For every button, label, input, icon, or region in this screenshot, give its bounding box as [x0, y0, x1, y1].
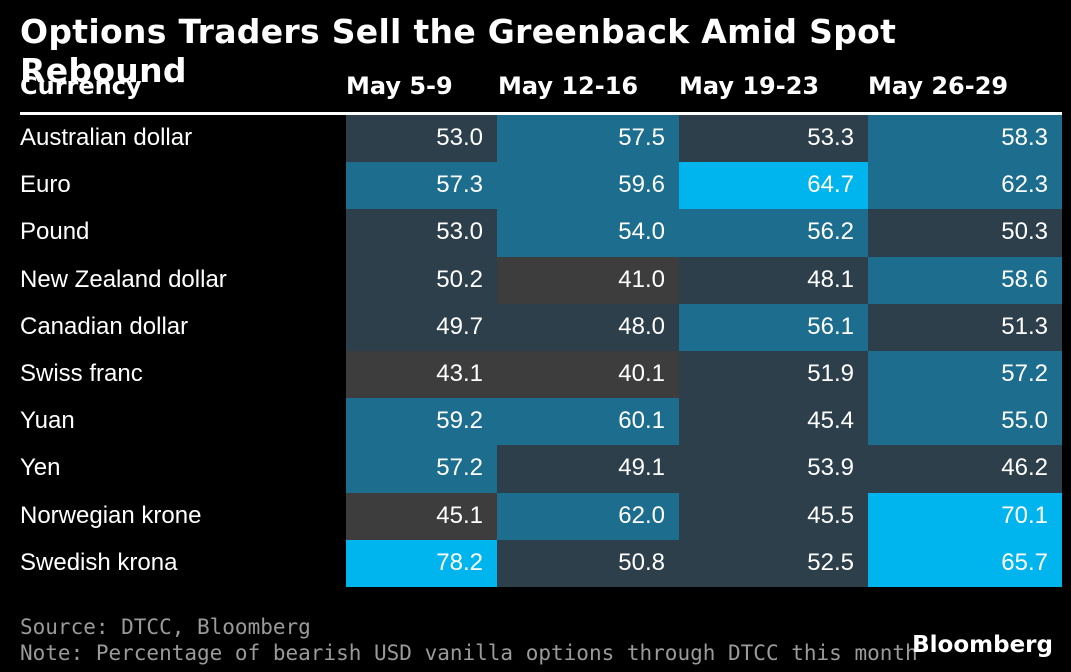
table-cell: 56.1: [679, 303, 868, 352]
chart-title: Options Traders Sell the Greenback Amid …: [20, 12, 897, 90]
table-cell: 53.0: [346, 115, 497, 163]
table-cell: 50.3: [868, 209, 1062, 257]
table-row: Norwegian krone 45.1 62.0 45.5 70.1: [0, 492, 1071, 541]
table-cell: 62.3: [868, 162, 1062, 210]
row-label: Pound: [20, 218, 90, 246]
table-cell: 45.5: [679, 492, 868, 541]
table-cell: 78.2: [346, 539, 497, 588]
table-cell: 51.9: [679, 351, 868, 399]
row-label: New Zealand dollar: [20, 265, 227, 293]
table-cell: 53.0: [346, 209, 497, 257]
table-cell: 64.7: [679, 162, 868, 210]
table-cell: 59.2: [346, 398, 497, 446]
row-label: Euro: [20, 171, 71, 199]
row-label: Canadian dollar: [20, 312, 189, 340]
table-cell: 62.0: [497, 492, 679, 541]
table-cell: 57.2: [868, 351, 1062, 399]
table-cell: 54.0: [497, 209, 679, 257]
table-cell: 48.0: [497, 303, 679, 352]
table-cell: 57.2: [346, 445, 497, 493]
header-currency: Currency: [20, 72, 142, 100]
footnote: Note: Percentage of bearish USD vanilla …: [20, 641, 918, 665]
table-cell: 46.2: [868, 445, 1062, 493]
table-cell: 45.1: [346, 492, 497, 541]
table-cell: 58.3: [868, 115, 1062, 163]
row-label: Swedish krona: [20, 548, 178, 576]
source-note: Source: DTCC, Bloomberg: [20, 615, 311, 639]
row-label: Australian dollar: [20, 124, 193, 151]
table-header: Currency May 5-9 May 12-16 May 19-23 May…: [0, 70, 1071, 110]
table-cell: 51.3: [868, 303, 1062, 352]
table-cell: 45.4: [679, 398, 868, 446]
table-row: New Zealand dollar 50.2 41.0 48.1 58.6: [0, 256, 1071, 305]
table-cell: 56.2: [679, 209, 868, 257]
header-col-4: May 26-29: [868, 72, 1009, 100]
table-cell: 53.9: [679, 445, 868, 493]
bloomberg-logo: Bloomberg: [912, 632, 1053, 658]
table-cell: 59.6: [497, 162, 679, 210]
table-row: Australian dollar 53.0 57.5 53.3 58.3: [0, 115, 1071, 163]
table-row: Canadian dollar 49.7 48.0 56.1 51.3: [0, 303, 1071, 352]
row-label: Yuan: [20, 407, 75, 435]
table-cell: 52.5: [679, 539, 868, 588]
header-col-1: May 5-9: [346, 72, 453, 100]
table-cell: 55.0: [868, 398, 1062, 446]
table-cell: 43.1: [346, 351, 497, 399]
table-row: Yuan 59.2 60.1 45.4 55.0: [0, 398, 1071, 446]
table-cell: 57.3: [346, 162, 497, 210]
row-label: Swiss franc: [20, 360, 143, 387]
table-row: Pound 53.0 54.0 56.2 50.3: [0, 209, 1071, 257]
header-col-2: May 12-16: [498, 72, 639, 100]
table-cell: 40.1: [497, 351, 679, 399]
table-cell: 48.1: [679, 256, 868, 305]
table-cell: 49.1: [497, 445, 679, 493]
header-col-3: May 19-23: [679, 72, 820, 100]
table-row: Yen 57.2 49.1 53.9 46.2: [0, 445, 1071, 493]
table-row: Swedish krona 78.2 50.8 52.5 65.7: [0, 539, 1071, 588]
table-row: Euro 57.3 59.6 64.7 62.3: [0, 162, 1071, 210]
row-label: Yen: [20, 454, 61, 482]
table-cell: 70.1: [868, 492, 1062, 541]
table-cell: 60.1: [497, 398, 679, 446]
table-cell: 49.7: [346, 303, 497, 352]
table-cell: 57.5: [497, 115, 679, 163]
table-cell: 50.8: [497, 539, 679, 588]
table-cell: 50.2: [346, 256, 497, 305]
table-cell: 53.3: [679, 115, 868, 163]
row-label: Norwegian krone: [20, 501, 202, 529]
table-cell: 58.6: [868, 256, 1062, 305]
table-cell: 65.7: [868, 539, 1062, 588]
header-rule: [20, 112, 1062, 115]
table-cell: 41.0: [497, 256, 679, 305]
table-row: Swiss franc 43.1 40.1 51.9 57.2: [0, 351, 1071, 399]
